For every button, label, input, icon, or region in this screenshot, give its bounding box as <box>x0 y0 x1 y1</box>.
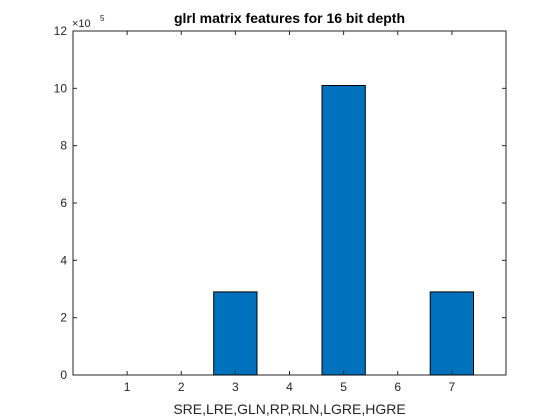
y-multiplier-base: ×10 <box>72 18 91 30</box>
y-tick-label-8: 8 <box>60 139 67 153</box>
x-tick-label-5: 5 <box>340 380 347 394</box>
x-tick-label-3: 3 <box>232 380 239 394</box>
x-tick-label-6: 6 <box>394 380 401 394</box>
x-tick-label-4: 4 <box>286 380 293 394</box>
bar-7 <box>429 291 475 376</box>
x-axis-ticks: 1 2 3 4 5 6 7 <box>124 31 456 394</box>
y-axis-ticks: 0 2 4 6 8 10 12 <box>54 24 506 382</box>
y-tick-label-10: 10 <box>54 81 68 95</box>
x-tick-label-7: 7 <box>449 380 456 394</box>
y-tick-label-2: 2 <box>60 311 67 325</box>
y-tick-label-12: 12 <box>54 24 68 38</box>
bar-series <box>213 85 475 376</box>
bar-3 <box>213 291 258 376</box>
x-tick-label-2: 2 <box>178 380 185 394</box>
bar-5 <box>321 85 366 376</box>
y-tick-label-0: 0 <box>60 368 67 382</box>
x-axis-label: SRE,LRE,GLN,RP,RLN,LGRE,HGRE <box>173 401 405 417</box>
y-tick-label-4: 4 <box>60 253 67 267</box>
chart-title: glrl matrix features for 16 bit depth <box>174 10 405 26</box>
y-multiplier-exponent: 5 <box>100 14 105 23</box>
x-tick-label-1: 1 <box>124 380 131 394</box>
y-tick-label-6: 6 <box>60 196 67 210</box>
